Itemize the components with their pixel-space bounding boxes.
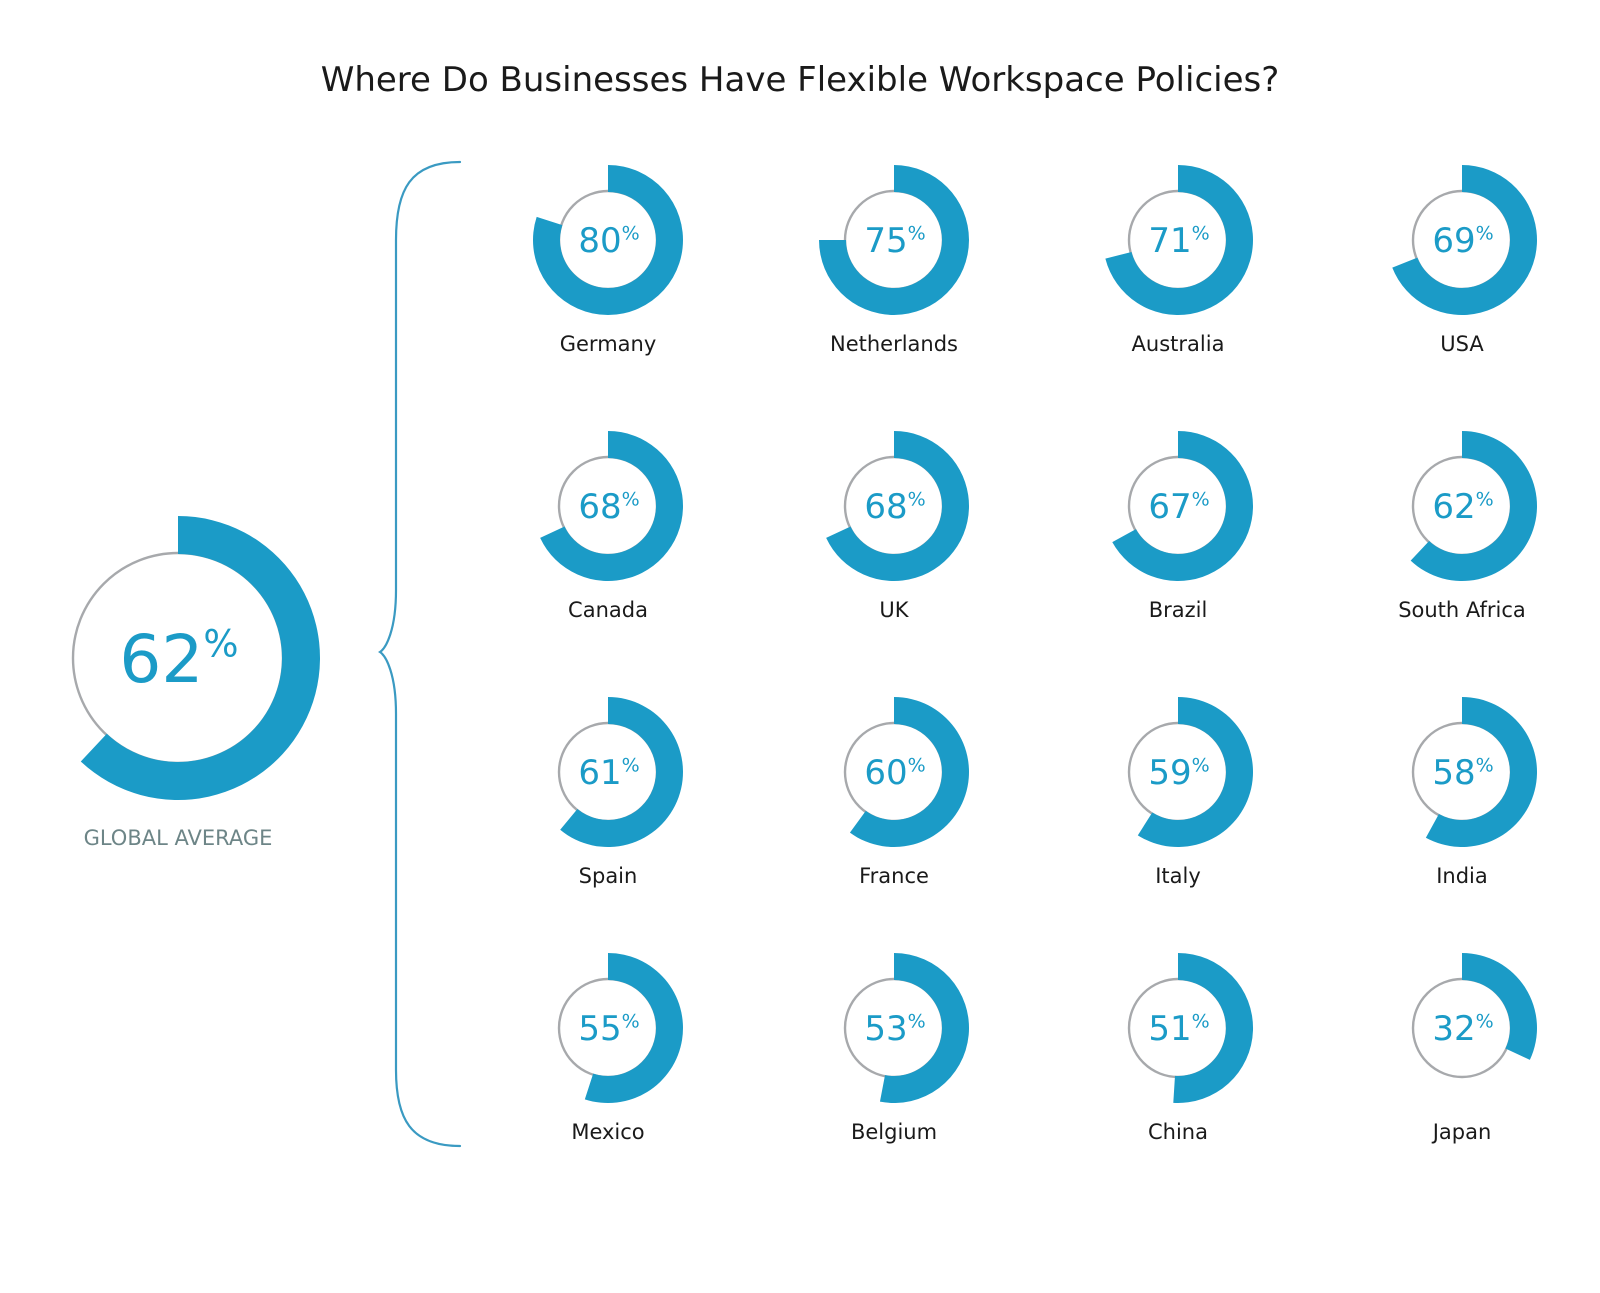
south-africa-value: 62	[1432, 487, 1475, 527]
france-percent-sign: %	[908, 754, 926, 776]
japan-label: Japan	[1431, 1120, 1492, 1144]
global-average-label: GLOBAL AVERAGE	[84, 826, 273, 850]
japan-percent-sign: %	[1476, 1010, 1494, 1032]
uk-value: 68	[864, 487, 907, 527]
donut-india: 58 % India	[1411, 697, 1538, 888]
canada-value: 68	[578, 487, 621, 527]
grouping-bracket	[378, 160, 462, 1148]
global-average-percent-sign: %	[203, 623, 238, 666]
brazil-donut-arc	[1112, 430, 1254, 581]
italy-value: 59	[1148, 753, 1191, 793]
netherlands-donut-arc	[819, 165, 969, 315]
india-donut-arc	[1425, 697, 1538, 847]
germany-percent-sign: %	[622, 222, 640, 244]
donut-uk: 68 % UK	[826, 431, 970, 622]
mexico-percent-sign: %	[622, 1010, 640, 1032]
donut-germany: 80 % Germany	[532, 165, 683, 356]
spain-value: 61	[578, 753, 621, 793]
netherlands-value: 75	[864, 221, 907, 261]
australia-donut-arc	[1105, 165, 1254, 315]
italy-donut-arc	[1137, 697, 1254, 848]
mexico-value: 55	[578, 1009, 621, 1049]
mexico-label: Mexico	[571, 1120, 644, 1144]
germany-donut-arc	[532, 165, 683, 315]
uk-percent-sign: %	[908, 488, 926, 510]
belgium-donut-arc	[879, 953, 970, 1103]
donut-brazil: 67 % Brazil	[1112, 430, 1254, 622]
china-donut-arc	[1173, 952, 1254, 1103]
brazil-label: Brazil	[1149, 598, 1208, 622]
australia-value: 71	[1148, 221, 1191, 261]
china-percent-sign: %	[1192, 1010, 1210, 1032]
donut-italy: 59 % Italy	[1127, 697, 1254, 888]
italy-label: Italy	[1155, 864, 1201, 888]
global-average-value: 62	[119, 621, 203, 698]
south-africa-donut-arc	[1410, 431, 1538, 582]
south-africa-percent-sign: %	[1476, 488, 1494, 510]
donut-france: 60 % France	[843, 697, 969, 888]
spain-percent-sign: %	[622, 754, 640, 776]
germany-label: Germany	[560, 332, 657, 356]
donut-belgium: 53 % Belgium	[843, 953, 970, 1144]
china-label: China	[1148, 1120, 1208, 1144]
belgium-label: Belgium	[851, 1120, 937, 1144]
uk-donut-arc	[826, 431, 970, 582]
uk-label: UK	[879, 598, 909, 622]
donut-china: 51 % China	[1127, 952, 1254, 1144]
india-value: 58	[1432, 753, 1475, 793]
germany-value: 80	[578, 221, 621, 261]
donut-australia: 71 % Australia	[1105, 165, 1254, 356]
south-africa-label: South Africa	[1398, 598, 1526, 622]
italy-percent-sign: %	[1192, 754, 1210, 776]
canada-label: Canada	[568, 598, 648, 622]
australia-label: Australia	[1132, 332, 1225, 356]
france-value: 60	[864, 753, 907, 793]
donut-netherlands: 75 % Netherlands	[819, 165, 969, 356]
france-label: France	[859, 864, 929, 888]
australia-percent-sign: %	[1192, 222, 1210, 244]
spain-label: Spain	[579, 864, 638, 888]
global-average-donut: 62%	[71, 516, 320, 800]
usa-donut-arc	[1392, 165, 1538, 315]
usa-label: USA	[1440, 332, 1484, 356]
donut-canada: 68 % Canada	[540, 431, 684, 622]
donut-usa: 69 % USA	[1392, 165, 1538, 356]
belgium-value: 53	[864, 1009, 907, 1049]
belgium-percent-sign: %	[908, 1010, 926, 1032]
netherlands-percent-sign: %	[908, 222, 926, 244]
canada-percent-sign: %	[622, 488, 640, 510]
donut-mexico: 55 % Mexico	[557, 953, 683, 1144]
japan-donut-arc	[1462, 953, 1537, 1060]
donut-south-africa: 62 % South Africa	[1398, 431, 1538, 622]
japan-value: 32	[1432, 1009, 1475, 1049]
mexico-donut-arc	[584, 953, 683, 1103]
global-average-donut-arc	[80, 516, 320, 800]
canada-donut-arc	[540, 431, 684, 581]
usa-percent-sign: %	[1476, 222, 1494, 244]
donut-spain: 61 % Spain	[557, 697, 683, 888]
india-label: India	[1436, 864, 1488, 888]
brazil-value: 67	[1148, 487, 1191, 527]
france-donut-arc	[849, 697, 969, 847]
donut-japan: 32 % Japan	[1411, 953, 1537, 1144]
india-percent-sign: %	[1476, 754, 1494, 776]
chart-title: Where Do Businesses Have Flexible Worksp…	[321, 60, 1280, 100]
brazil-percent-sign: %	[1192, 488, 1210, 510]
china-value: 51	[1148, 1009, 1191, 1049]
spain-donut-arc	[560, 697, 683, 848]
usa-value: 69	[1432, 221, 1475, 261]
country-donut-grid: 80 % Germany 75 % Netherlands 71 % Australia 69 % U…	[532, 165, 1538, 1144]
netherlands-label: Netherlands	[830, 332, 958, 356]
